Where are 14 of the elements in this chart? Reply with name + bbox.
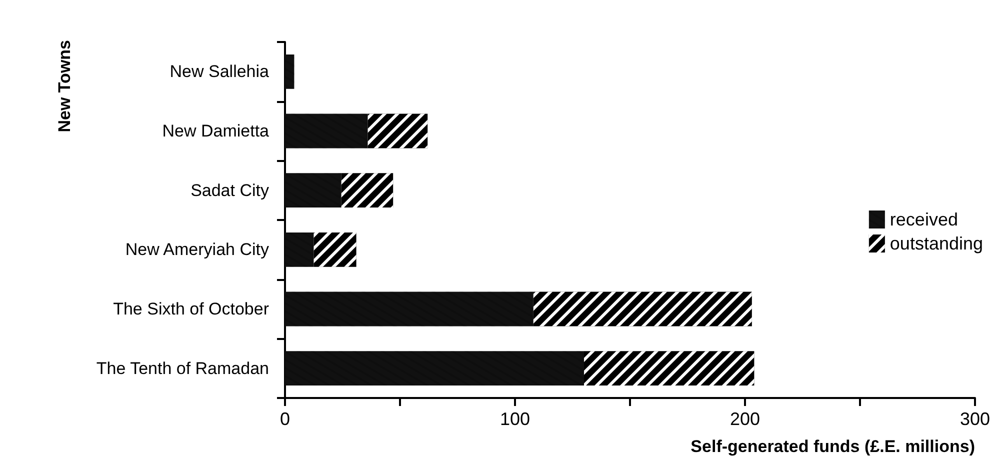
legend-label: outstanding: [890, 234, 983, 254]
y-tick-label: New Ameryiah City: [125, 240, 270, 260]
y-tick-label: New Damietta: [162, 122, 270, 140]
y-tick-label: Sadat City: [190, 180, 270, 200]
y-axis-title: New Towns: [55, 40, 74, 132]
x-tick-label: 100: [500, 409, 530, 429]
legend-label: received: [890, 210, 958, 230]
x-tick-label: 0: [280, 409, 290, 429]
x-axis-title: Self-generated funds (£.E. millions): [690, 437, 975, 456]
x-tick-label: 300: [960, 409, 990, 429]
y-tick-label: The Tenth of Ramadan: [96, 358, 269, 378]
y-tick-label: The Sixth of October: [113, 300, 270, 318]
y-tick-label: New Sallehia: [170, 62, 270, 82]
x-tick-label: 200: [730, 409, 760, 429]
